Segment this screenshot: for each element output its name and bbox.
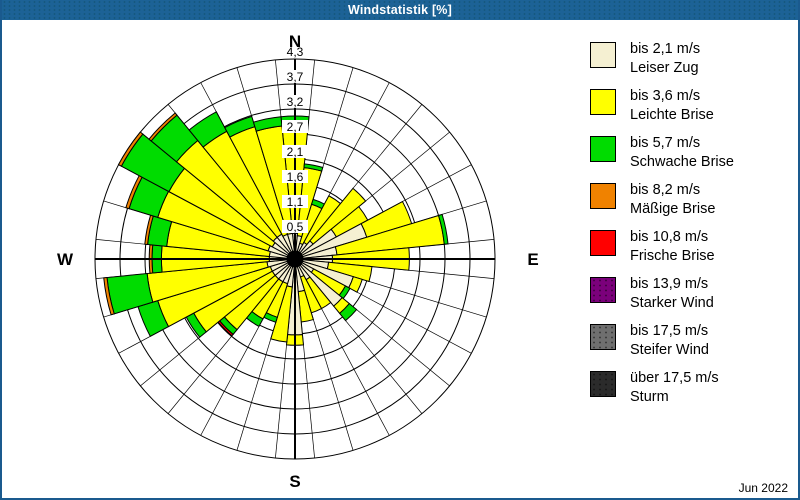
legend-item: bis 3,6 m/s Leichte Brise [590,87,795,125]
window-title: Windstatistik [%] [2,0,798,20]
wind-rose-segment [117,131,144,167]
wind-rose-segment [103,276,115,316]
tick-chip [282,220,308,233]
wind-rose-segment [309,187,367,245]
legend-label: bis 3,6 m/s Leichte Brise [630,87,714,125]
wind-rose-segment [252,116,283,132]
wind-rose-segment [348,276,363,293]
legend-label: bis 10,8 m/s Frische Brise [630,228,715,266]
legend-speed-range: bis 8,2 m/s [630,182,701,198]
legend-label: bis 5,7 m/s Schwache Brise [630,134,734,172]
wind-rose-segment [326,261,373,283]
tick-chip [282,145,308,158]
legend-wind-name: Mäßige Brise [630,201,716,217]
tick-chip [282,95,308,108]
wind-rose-segment [148,112,178,142]
legend-color-swatch [590,89,616,115]
legend-speed-range: bis 10,8 m/s [630,229,709,245]
compass-label-w: W [57,250,74,269]
wind-rose-segment [437,213,449,245]
radial-tick-label: 4,3 [287,45,304,59]
legend-color-swatch [590,371,616,397]
legend-item: über 17,5 m/s Sturm [590,369,795,407]
legend-color-swatch [590,277,616,303]
radial-tick-label: 2,7 [287,120,304,134]
legend-wind-name: Leichte Brise [630,107,714,123]
tick-chip [282,45,308,58]
legend-item: bis 2,1 m/s Leiser Zug [590,40,795,78]
tick-chip [282,195,308,208]
tick-chip [282,170,308,183]
legend-item: bis 10,8 m/s Frische Brise [590,228,795,266]
legend-wind-name: Steifer Wind [630,342,709,358]
legend-speed-range: bis 17,5 m/s [630,323,709,339]
legend-color-swatch [590,230,616,256]
wind-rose-segment [338,302,358,322]
tick-chip [282,70,308,83]
legend-speed-range: bis 13,9 m/s [630,276,709,292]
legend-item: bis 13,9 m/s Starker Wind [590,275,795,313]
legend-wind-name: Starker Wind [630,295,714,311]
legend-item: bis 8,2 m/s Mäßige Brise [590,181,795,219]
radial-tick-label: 1,6 [287,170,304,184]
wind-rose-segment [224,115,256,138]
legend-speed-range: bis 3,6 m/s [630,88,701,104]
legend-wind-name: Sturm [630,389,669,405]
radial-tick-label: 2,1 [287,145,304,159]
legend-label: über 17,5 m/s Sturm [630,369,719,407]
legend-wind-name: Leiser Zug [630,60,699,76]
legend-label: bis 13,9 m/s Starker Wind [630,275,714,313]
legend: bis 2,1 m/s Leiser Zug bis 3,6 m/s Leichte … [590,40,795,416]
center-hub [286,250,304,268]
legend-speed-range: bis 5,7 m/s [630,135,701,151]
legend-color-swatch [590,136,616,162]
legend-wind-name: Frische Brise [630,248,715,264]
wind-rose-segment [188,111,228,148]
tick-chip [282,120,308,133]
legend-color-swatch [590,324,616,350]
legend-wind-name: Schwache Brise [630,154,734,170]
footer-date: Jun 2022 [738,481,788,495]
legend-label: bis 8,2 m/s Mäßige Brise [630,181,715,219]
legend-item: bis 17,5 m/s Steifer Wind [590,322,795,360]
radial-tick-label: 3,7 [287,70,304,84]
compass-label-e: E [527,250,538,269]
compass-label-s: S [289,472,300,491]
legend-item: bis 5,7 m/s Schwache Brise [590,134,795,172]
legend-speed-range: über 17,5 m/s [630,370,719,386]
legend-color-swatch [590,42,616,68]
legend-label: bis 2,1 m/s Leiser Zug [630,40,700,78]
compass-label-n: N [289,32,301,51]
wind-rose-segment [303,163,324,172]
radial-tick-label: 3,2 [287,95,304,109]
legend-label: bis 17,5 m/s Steifer Wind [630,322,709,360]
radial-tick-label: 0,5 [287,220,304,234]
legend-color-swatch [590,183,616,209]
wind-rose-segment [270,285,293,343]
radial-tick-label: 1,1 [287,195,304,209]
legend-speed-range: bis 2,1 m/s [630,41,701,57]
